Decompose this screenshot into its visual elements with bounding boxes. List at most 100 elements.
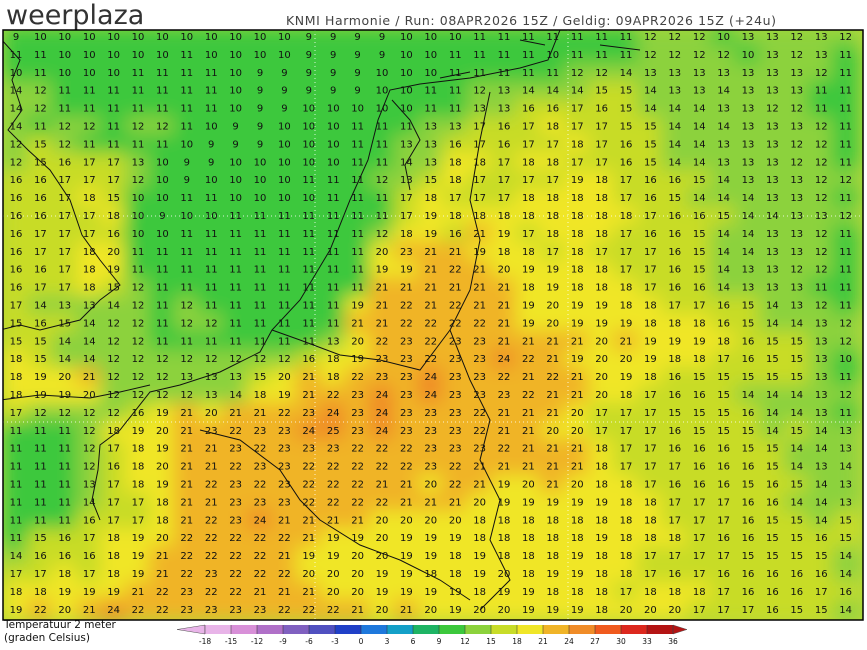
- temperature-label: 20: [205, 408, 218, 419]
- temperature-cell: [686, 474, 713, 495]
- temperature-cell: [271, 546, 298, 567]
- temperature-label: 18: [595, 193, 608, 204]
- temperature-cell: [198, 367, 225, 388]
- temperature-label: 18: [620, 569, 633, 580]
- temperature-cell: [612, 456, 640, 477]
- legend-tick-label: 12: [460, 637, 470, 646]
- temperature-label: 23: [449, 390, 462, 401]
- temperature-label: 10: [156, 193, 169, 204]
- temperature-label: 12: [10, 157, 23, 168]
- temperature-label: 17: [620, 587, 633, 598]
- temperature-cell: [442, 402, 469, 423]
- temperature-cell: [515, 402, 542, 423]
- temperature-cell: [588, 277, 615, 298]
- temperature-label: 13: [766, 229, 779, 240]
- temperature-label: 21: [424, 301, 437, 312]
- temperature-cell: [466, 581, 493, 602]
- temperature-cell: [612, 402, 640, 423]
- temperature-label: 18: [546, 211, 559, 222]
- temperature-label: 16: [693, 283, 706, 294]
- temperature-cell: [515, 206, 542, 226]
- temperature-label: 18: [546, 157, 559, 168]
- temperature-label: 10: [156, 157, 169, 168]
- temperature-label: 16: [717, 462, 730, 473]
- temperature-label: 13: [766, 50, 779, 61]
- temperature-cell: [442, 259, 469, 280]
- temperature-label: 15: [10, 318, 23, 329]
- temperature-label: 10: [254, 193, 267, 204]
- temperature-label: 22: [205, 533, 218, 544]
- temperature-cell: [686, 170, 713, 191]
- temperature-cell: [588, 259, 615, 280]
- temperature-cell: [246, 62, 274, 83]
- temperature-cell: [198, 277, 225, 298]
- temperature-cell: [759, 170, 786, 191]
- temperature-cell: [808, 62, 835, 83]
- temperature-cell: [515, 599, 542, 620]
- temperature-label: 20: [595, 372, 608, 383]
- temperature-cell: [320, 116, 347, 137]
- temperature-label: 12: [107, 390, 120, 401]
- temperature-label: 20: [571, 426, 584, 437]
- temperature-cell: [588, 599, 615, 620]
- temperature-cell: [686, 62, 713, 83]
- temperature-label: 19: [546, 265, 559, 276]
- temperature-label: 19: [107, 265, 120, 276]
- temperature-label: 19: [571, 301, 584, 312]
- temperature-label: 23: [254, 605, 267, 616]
- temperature-cell: [246, 313, 274, 334]
- temperature-label: 12: [156, 354, 169, 365]
- temperature-label: 22: [400, 318, 413, 329]
- temperature-label: 15: [693, 372, 706, 383]
- temperature-cell: [588, 510, 615, 531]
- temperature-cell: [466, 528, 493, 549]
- temperature-cell: [808, 564, 835, 584]
- temperature-label: 11: [327, 229, 340, 240]
- temperature-label: 23: [400, 354, 413, 365]
- temperature-label: 14: [717, 86, 730, 97]
- temperature-label: 19: [400, 533, 413, 544]
- temperature-cell: [76, 331, 103, 352]
- temperature-cell: [637, 62, 664, 83]
- temperature-label: 18: [595, 175, 608, 186]
- temperature-label: 16: [766, 587, 779, 598]
- temperature-cell: [320, 528, 347, 549]
- temperature-label: 17: [83, 569, 96, 580]
- temperature-label: 19: [400, 265, 413, 276]
- temperature-label: 18: [449, 211, 462, 222]
- temperature-cell: [76, 152, 103, 173]
- temperature-label: 23: [278, 426, 291, 437]
- temperature-label: 11: [815, 86, 828, 97]
- temperature-cell: [832, 98, 859, 119]
- temperature-cell: [588, 223, 615, 244]
- temperature-cell: [222, 474, 249, 495]
- temperature-label: 14: [742, 390, 755, 401]
- temperature-label: 17: [620, 193, 633, 204]
- temperature-cell: [51, 277, 78, 298]
- temperature-label: 16: [498, 122, 511, 133]
- temperature-label: 19: [546, 283, 559, 294]
- temperature-label: 22: [229, 551, 242, 562]
- temperature-label: 16: [546, 104, 559, 115]
- temperature-label: 11: [156, 265, 169, 276]
- temperature-label: 11: [278, 318, 291, 329]
- temperature-cell: [100, 385, 127, 405]
- temperature-label: 20: [156, 462, 169, 473]
- temperature-label: 21: [424, 247, 437, 258]
- temperature-label: 14: [717, 229, 730, 240]
- temperature-cell: [100, 402, 127, 423]
- temperature-label: 17: [83, 533, 96, 544]
- graticule: [3, 30, 863, 620]
- temperature-cell: [393, 277, 420, 298]
- temperature-label: 15: [790, 605, 803, 616]
- temperature-label: 17: [595, 157, 608, 168]
- temperature-label: 10: [327, 139, 340, 150]
- temperature-cell: [344, 564, 371, 584]
- temperature-cell: [417, 277, 444, 298]
- temperature-label: 10: [58, 32, 71, 43]
- temperature-cell: [734, 349, 762, 370]
- temperature-cell: [564, 546, 591, 567]
- temperature-cell: [588, 30, 615, 47]
- temperature-cell: [368, 80, 396, 101]
- temperature-label: 20: [571, 480, 584, 491]
